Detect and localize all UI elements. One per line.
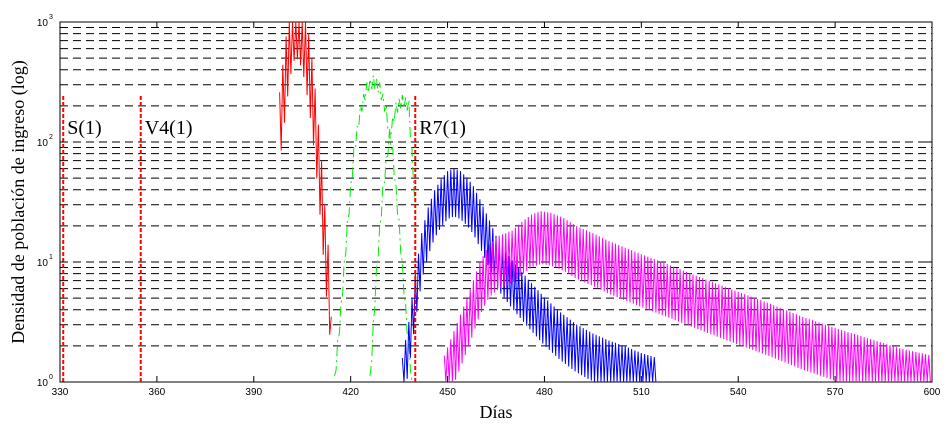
x-tick-label: 450: [439, 387, 456, 398]
y-tick-base: 10: [37, 378, 49, 389]
y-tick-exponent: 1: [49, 254, 53, 261]
x-axis-label: Días: [480, 402, 513, 422]
series-line-1: [279, 21, 332, 335]
x-tick-label: 420: [342, 387, 359, 398]
y-tick-exponent: 0: [49, 374, 53, 381]
grid-lines: [60, 21, 932, 347]
y-tick-label: 103: [37, 14, 53, 29]
series-line-3: [369, 94, 416, 377]
marker-label-r7-1: R7(1): [419, 117, 466, 139]
marker-lines: S(1) V4(1) R7(1): [62, 94, 466, 382]
x-axis-ticks: 330 360 390 420 450 480 510 540 570 600: [52, 22, 941, 398]
y-tick-label: 100: [37, 374, 53, 389]
series-line-5: [443, 211, 932, 383]
y-tick-label: 102: [37, 134, 53, 149]
plot-area: [59, 21, 933, 383]
x-tick-label: 330: [52, 387, 69, 398]
x-tick-label: 390: [245, 387, 262, 398]
y-tick-base: 10: [37, 18, 49, 29]
series-line-4: [401, 168, 658, 383]
series-line-2: [334, 75, 413, 383]
y-axis-label: Densidad de población de ingreso (log): [8, 60, 29, 343]
x-tick-label: 480: [536, 387, 553, 398]
y-tick-exponent: 3: [49, 14, 53, 21]
marker-label-v4-1: V4(1): [145, 117, 193, 139]
y-tick-base: 10: [37, 258, 49, 269]
marker-label-s-1: S(1): [67, 117, 101, 139]
x-tick-label: 510: [633, 387, 650, 398]
x-tick-label: 600: [924, 387, 941, 398]
x-tick-label: 360: [149, 387, 166, 398]
series-group: [279, 21, 932, 383]
x-tick-label: 540: [730, 387, 747, 398]
y-tick-label: 101: [37, 254, 53, 269]
y-tick-exponent: 2: [49, 134, 53, 141]
x-tick-label: 570: [827, 387, 844, 398]
y-tick-base: 10: [37, 138, 49, 149]
